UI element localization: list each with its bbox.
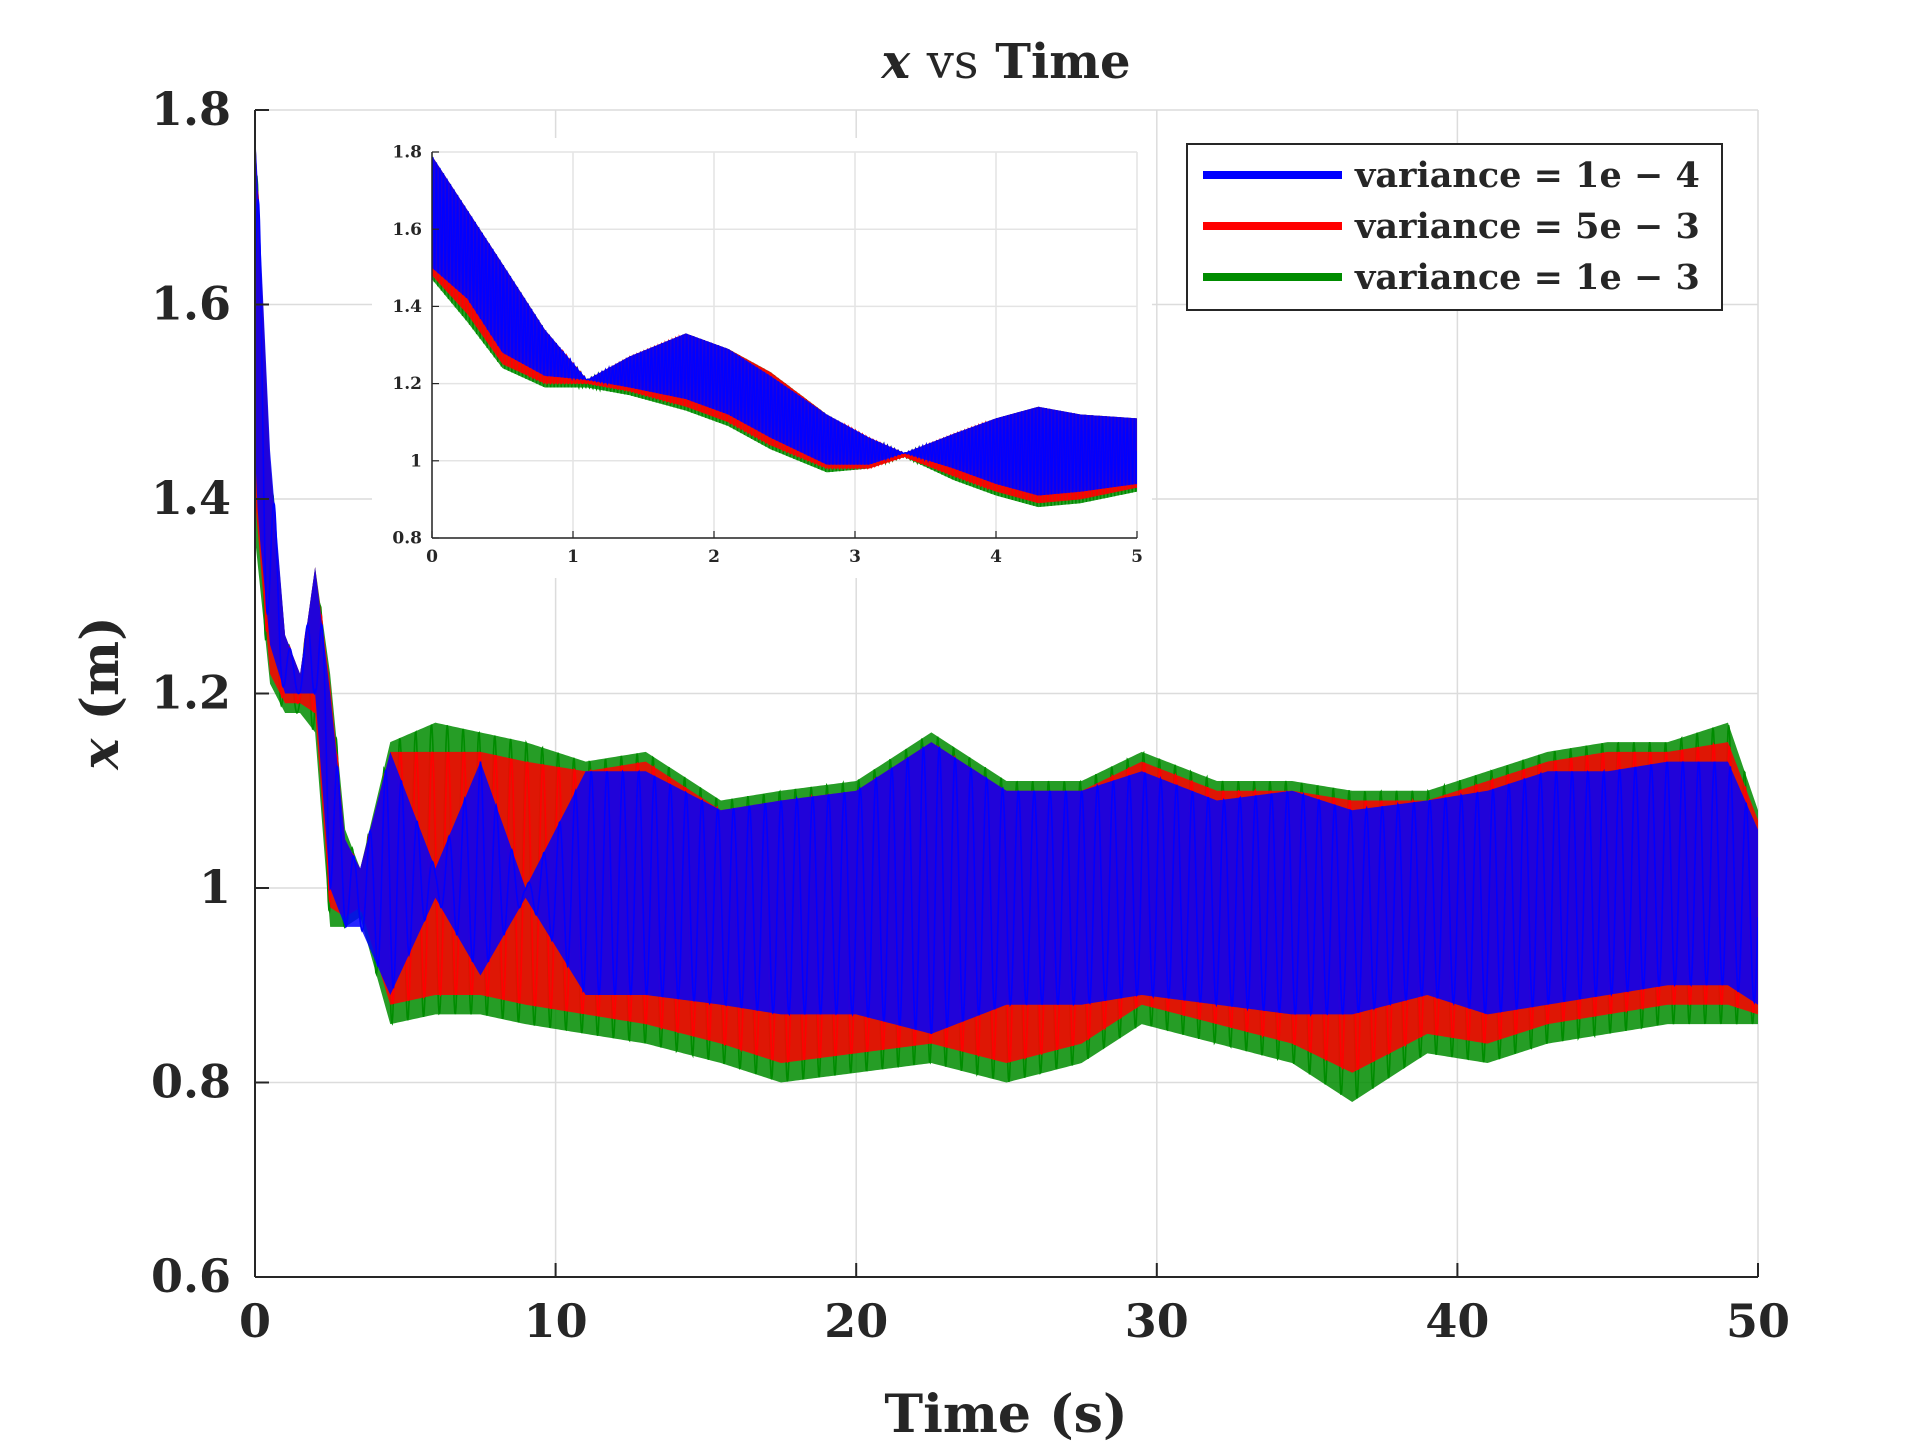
inset-x-tick-label-4: 4 <box>990 547 1002 567</box>
main-x-tick-label-1: 10 <box>524 1294 588 1348</box>
inset-x-tick-label-1: 1 <box>567 547 579 567</box>
y-axis-label: x (m) <box>70 616 131 770</box>
chart-title-rest: Time <box>995 34 1130 90</box>
main-ticks: 0 10 20 30 40 500.60.811.21.41.61.8 <box>151 82 1790 1348</box>
main-x-tick-label-3: 30 <box>1125 1294 1189 1348</box>
legend-label-1: variance = 5e − 3 <box>1354 206 1700 247</box>
inset-y-tick-label-2: 1.2 <box>392 374 422 394</box>
y-axis-label-unit: (m) <box>70 616 131 720</box>
inset-y-tick-label-0: 0.8 <box>392 529 422 549</box>
main-x-tick-label-5: 50 <box>1726 1294 1790 1348</box>
legend-items: variance = 1e − 4 variance = 5e − 3 varian… <box>1203 155 1700 298</box>
inset-y-tick-label-1: 1 <box>410 451 422 471</box>
chart-title-mid: vs <box>926 34 979 90</box>
inset-series-0-band <box>432 155 1137 496</box>
inset-ticks: 0 1 2 3 4 5 0.8 1 1.2 1.4 1.6 1.8 <box>392 143 1143 567</box>
main-y-tick-label-1: 0.8 <box>151 1055 231 1109</box>
main-y-tick-label-4: 1.4 <box>151 471 231 525</box>
main-series-group <box>255 129 1758 1102</box>
y-axis-label-var: x <box>70 738 131 771</box>
inset-x-tick-label-2: 2 <box>708 547 720 567</box>
main-y-tick-label-0: 0.6 <box>151 1249 231 1303</box>
x-axis-label: Time (s) <box>884 1384 1127 1443</box>
legend-label-2: variance = 1e − 3 <box>1354 257 1700 298</box>
main-y-tick-label-5: 1.6 <box>151 277 231 331</box>
main-series-0-band <box>255 129 1758 1034</box>
main-x-tick-label-4: 40 <box>1425 1294 1489 1348</box>
main-x-tick-label-0: 0 <box>239 1294 271 1348</box>
inset-y-tick-label-5: 1.8 <box>392 143 422 163</box>
main-y-tick-label-6: 1.8 <box>151 82 231 136</box>
main-y-tick-label-3: 1.2 <box>151 666 231 720</box>
main-y-tick-label-2: 1 <box>199 860 231 914</box>
main-x-tick-label-2: 20 <box>824 1294 888 1348</box>
inset-y-tick-label-3: 1.4 <box>392 297 422 317</box>
inset-x-tick-label-3: 3 <box>849 547 861 567</box>
chart-title: x vs Time <box>880 34 1130 90</box>
legend-label-0: variance = 1e − 4 <box>1354 155 1700 196</box>
inset-series-group <box>432 155 1137 508</box>
chart-title-var: x <box>880 34 911 90</box>
legend: variance = 1e − 4 variance = 5e − 3 varian… <box>1186 143 1723 311</box>
inset-axes: 0 1 2 3 4 5 0.8 1 1.2 1.4 1.6 1.8 <box>372 138 1152 578</box>
inset-x-tick-label-5: 5 <box>1131 547 1143 567</box>
inset-x-tick-label-0: 0 <box>426 547 438 567</box>
inset-y-tick-label-4: 1.6 <box>392 220 422 240</box>
